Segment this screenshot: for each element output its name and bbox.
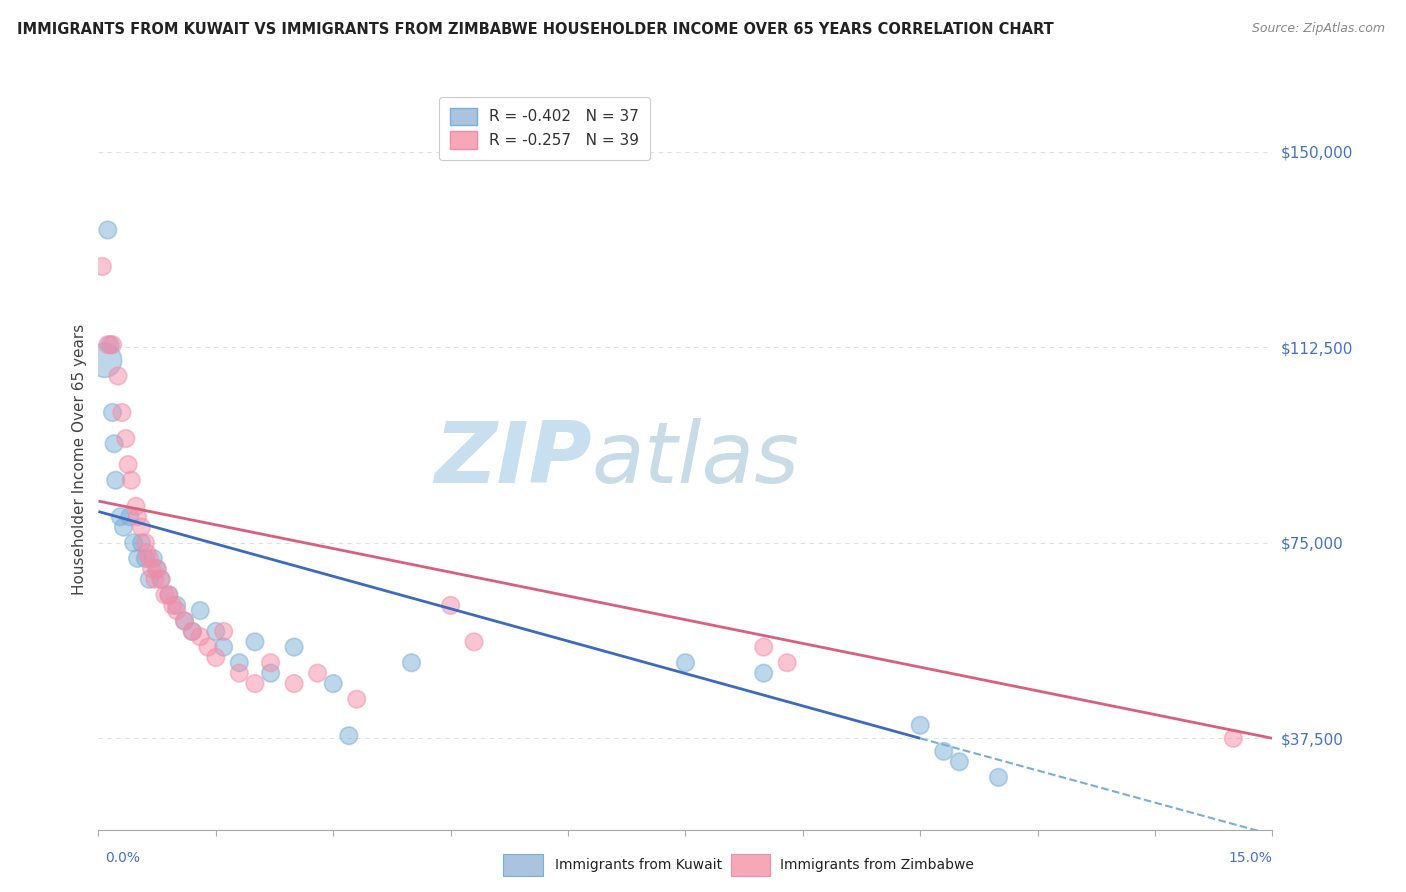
Point: [283, 640, 305, 654]
Point: [104, 473, 127, 487]
Point: [166, 604, 188, 618]
Point: [134, 551, 156, 566]
Point: [107, 368, 129, 383]
Point: [401, 656, 423, 670]
Text: 0.0%: 0.0%: [105, 851, 141, 865]
Point: [103, 436, 125, 450]
Point: [173, 614, 195, 628]
Point: [138, 551, 160, 566]
Point: [110, 509, 132, 524]
Text: 15.0%: 15.0%: [1229, 851, 1272, 865]
Point: [283, 676, 305, 690]
Point: [142, 551, 165, 566]
Point: [120, 473, 142, 487]
Point: [93, 353, 115, 368]
Point: [122, 536, 145, 550]
Point: [205, 624, 228, 639]
Point: [173, 614, 195, 628]
Point: [97, 223, 120, 237]
Point: [98, 337, 121, 351]
Point: [131, 520, 153, 534]
Text: Source: ZipAtlas.com: Source: ZipAtlas.com: [1251, 22, 1385, 36]
Point: [228, 666, 250, 681]
Text: atlas: atlas: [592, 417, 800, 501]
Point: [127, 509, 149, 524]
Point: [127, 551, 149, 566]
Point: [131, 536, 153, 550]
Point: [932, 744, 955, 758]
Point: [322, 676, 344, 690]
Text: ZIP: ZIP: [434, 417, 592, 501]
Point: [153, 588, 176, 602]
Point: [101, 405, 124, 419]
Point: [776, 656, 799, 670]
Point: [205, 650, 228, 665]
Point: [337, 729, 360, 743]
Point: [101, 337, 124, 351]
Point: [138, 572, 160, 586]
Point: [97, 337, 120, 351]
Point: [91, 260, 114, 274]
Point: [157, 588, 180, 602]
Point: [118, 509, 141, 524]
Point: [150, 572, 173, 586]
Point: [150, 572, 173, 586]
Point: [212, 640, 235, 654]
Point: [134, 536, 156, 550]
Text: Immigrants from Zimbabwe: Immigrants from Zimbabwe: [780, 858, 974, 872]
Point: [146, 562, 169, 576]
Y-axis label: Householder Income Over 65 years: Householder Income Over 65 years: [72, 324, 87, 595]
Point: [307, 666, 329, 681]
Point: [112, 520, 135, 534]
Point: [136, 546, 159, 560]
Point: [212, 624, 235, 639]
Point: [188, 630, 211, 644]
Legend: R = -0.402   N = 37, R = -0.257   N = 39: R = -0.402 N = 37, R = -0.257 N = 39: [439, 97, 650, 160]
Point: [752, 666, 775, 681]
Point: [181, 624, 204, 639]
Point: [752, 640, 775, 654]
Point: [948, 755, 970, 769]
Point: [243, 635, 266, 649]
Point: [188, 604, 211, 618]
Point: [259, 666, 281, 681]
Point: [117, 458, 139, 472]
Point: [987, 771, 1010, 785]
Point: [259, 656, 281, 670]
Point: [181, 624, 204, 639]
Point: [1222, 731, 1244, 746]
Text: IMMIGRANTS FROM KUWAIT VS IMMIGRANTS FROM ZIMBABWE HOUSEHOLDER INCOME OVER 65 YE: IMMIGRANTS FROM KUWAIT VS IMMIGRANTS FRO…: [17, 22, 1053, 37]
Point: [228, 656, 250, 670]
Point: [908, 718, 931, 732]
Point: [125, 500, 148, 514]
Point: [114, 432, 136, 446]
Point: [166, 599, 188, 613]
Point: [243, 676, 266, 690]
Point: [675, 656, 697, 670]
Point: [162, 599, 184, 613]
Point: [197, 640, 219, 654]
Point: [143, 572, 166, 586]
Text: Immigrants from Kuwait: Immigrants from Kuwait: [555, 858, 723, 872]
Point: [141, 562, 163, 576]
Point: [111, 405, 134, 419]
Point: [346, 692, 368, 706]
Point: [439, 599, 461, 613]
Point: [463, 635, 485, 649]
Point: [146, 562, 169, 576]
Point: [157, 588, 180, 602]
